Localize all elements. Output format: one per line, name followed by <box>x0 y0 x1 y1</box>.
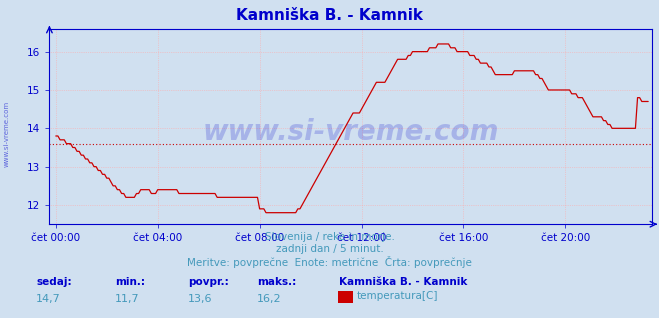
Text: zadnji dan / 5 minut.: zadnji dan / 5 minut. <box>275 244 384 254</box>
Text: Slovenija / reke in morje.: Slovenija / reke in morje. <box>264 232 395 242</box>
Text: sedaj:: sedaj: <box>36 277 72 287</box>
Text: min.:: min.: <box>115 277 146 287</box>
Text: www.si-vreme.com: www.si-vreme.com <box>4 100 10 167</box>
Text: 13,6: 13,6 <box>188 294 212 304</box>
Text: www.si-vreme.com: www.si-vreme.com <box>203 118 499 146</box>
Text: Meritve: povprečne  Enote: metrične  Črta: povprečnje: Meritve: povprečne Enote: metrične Črta:… <box>187 256 472 268</box>
Text: 14,7: 14,7 <box>36 294 61 304</box>
Text: temperatura[C]: temperatura[C] <box>357 291 439 301</box>
Text: 16,2: 16,2 <box>257 294 281 304</box>
Text: Kamniška B. - Kamnik: Kamniška B. - Kamnik <box>236 8 423 23</box>
Text: maks.:: maks.: <box>257 277 297 287</box>
Text: Kamniška B. - Kamnik: Kamniška B. - Kamnik <box>339 277 468 287</box>
Text: 11,7: 11,7 <box>115 294 140 304</box>
Text: povpr.:: povpr.: <box>188 277 229 287</box>
